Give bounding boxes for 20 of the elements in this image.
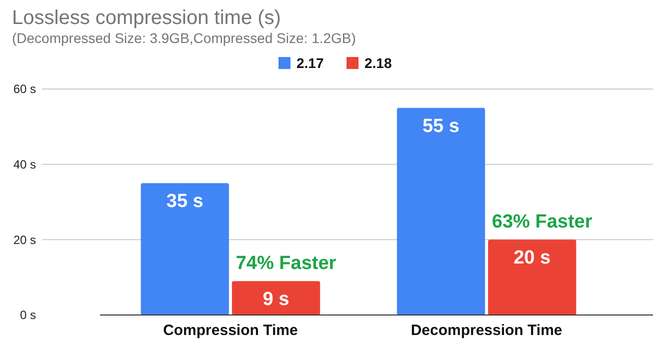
bar [396, 108, 486, 315]
annotation: 74% Faster [236, 253, 337, 274]
x-tick-label: Compression Time [163, 322, 298, 339]
legend-label: 2.18 [364, 54, 392, 71]
data-label: 35 s [166, 191, 204, 212]
bar [232, 281, 320, 315]
chart-title: Lossless compression time (s) [12, 7, 281, 29]
y-tick-label: 40 s [13, 158, 36, 172]
annotation: 63% Faster [492, 212, 593, 233]
y-tick-label: 20 s [13, 232, 36, 247]
data-label: 20 s [514, 248, 551, 269]
bar [488, 240, 576, 315]
legend-label: 2.17 [296, 54, 324, 71]
data-label: 9 s [262, 289, 290, 310]
x-tick-label: Decompression Time [410, 322, 562, 339]
data-label: 55 s [422, 116, 460, 137]
chart-subtitle: (Decompressed Size: 3.9GB,Compressed Size: 1.2GB) [12, 30, 356, 46]
y-tick-label: 60 s [13, 82, 36, 96]
bar [140, 183, 229, 315]
y-tick-label: 0 s [20, 308, 36, 322]
